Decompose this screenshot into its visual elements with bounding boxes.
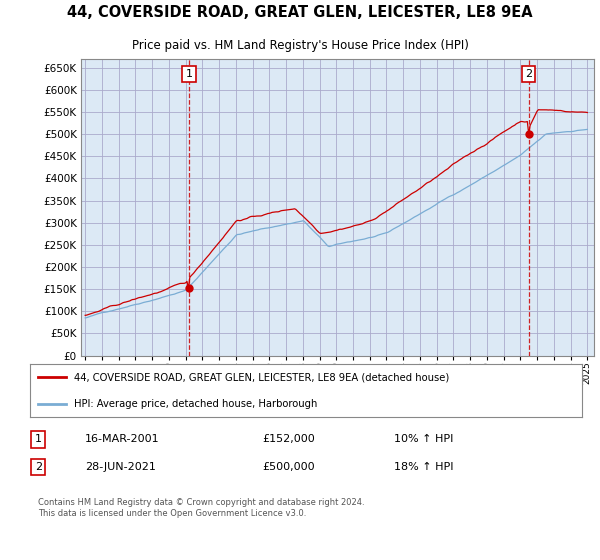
Text: 2: 2: [525, 69, 532, 80]
Text: £152,000: £152,000: [262, 435, 314, 445]
Text: 44, COVERSIDE ROAD, GREAT GLEN, LEICESTER, LE8 9EA (detached house): 44, COVERSIDE ROAD, GREAT GLEN, LEICESTE…: [74, 372, 449, 382]
Text: Contains HM Land Registry data © Crown copyright and database right 2024.
This d: Contains HM Land Registry data © Crown c…: [38, 498, 365, 517]
Text: HPI: Average price, detached house, Harborough: HPI: Average price, detached house, Harb…: [74, 399, 317, 409]
Text: 1: 1: [35, 435, 42, 445]
Text: 16-MAR-2001: 16-MAR-2001: [85, 435, 160, 445]
Text: 10% ↑ HPI: 10% ↑ HPI: [394, 435, 454, 445]
Text: 1: 1: [185, 69, 193, 80]
Text: £500,000: £500,000: [262, 462, 314, 472]
Text: 18% ↑ HPI: 18% ↑ HPI: [394, 462, 454, 472]
Text: 44, COVERSIDE ROAD, GREAT GLEN, LEICESTER, LE8 9EA: 44, COVERSIDE ROAD, GREAT GLEN, LEICESTE…: [67, 6, 533, 20]
Text: Price paid vs. HM Land Registry's House Price Index (HPI): Price paid vs. HM Land Registry's House …: [131, 39, 469, 53]
Text: 2: 2: [35, 462, 42, 472]
Text: 28-JUN-2021: 28-JUN-2021: [85, 462, 156, 472]
